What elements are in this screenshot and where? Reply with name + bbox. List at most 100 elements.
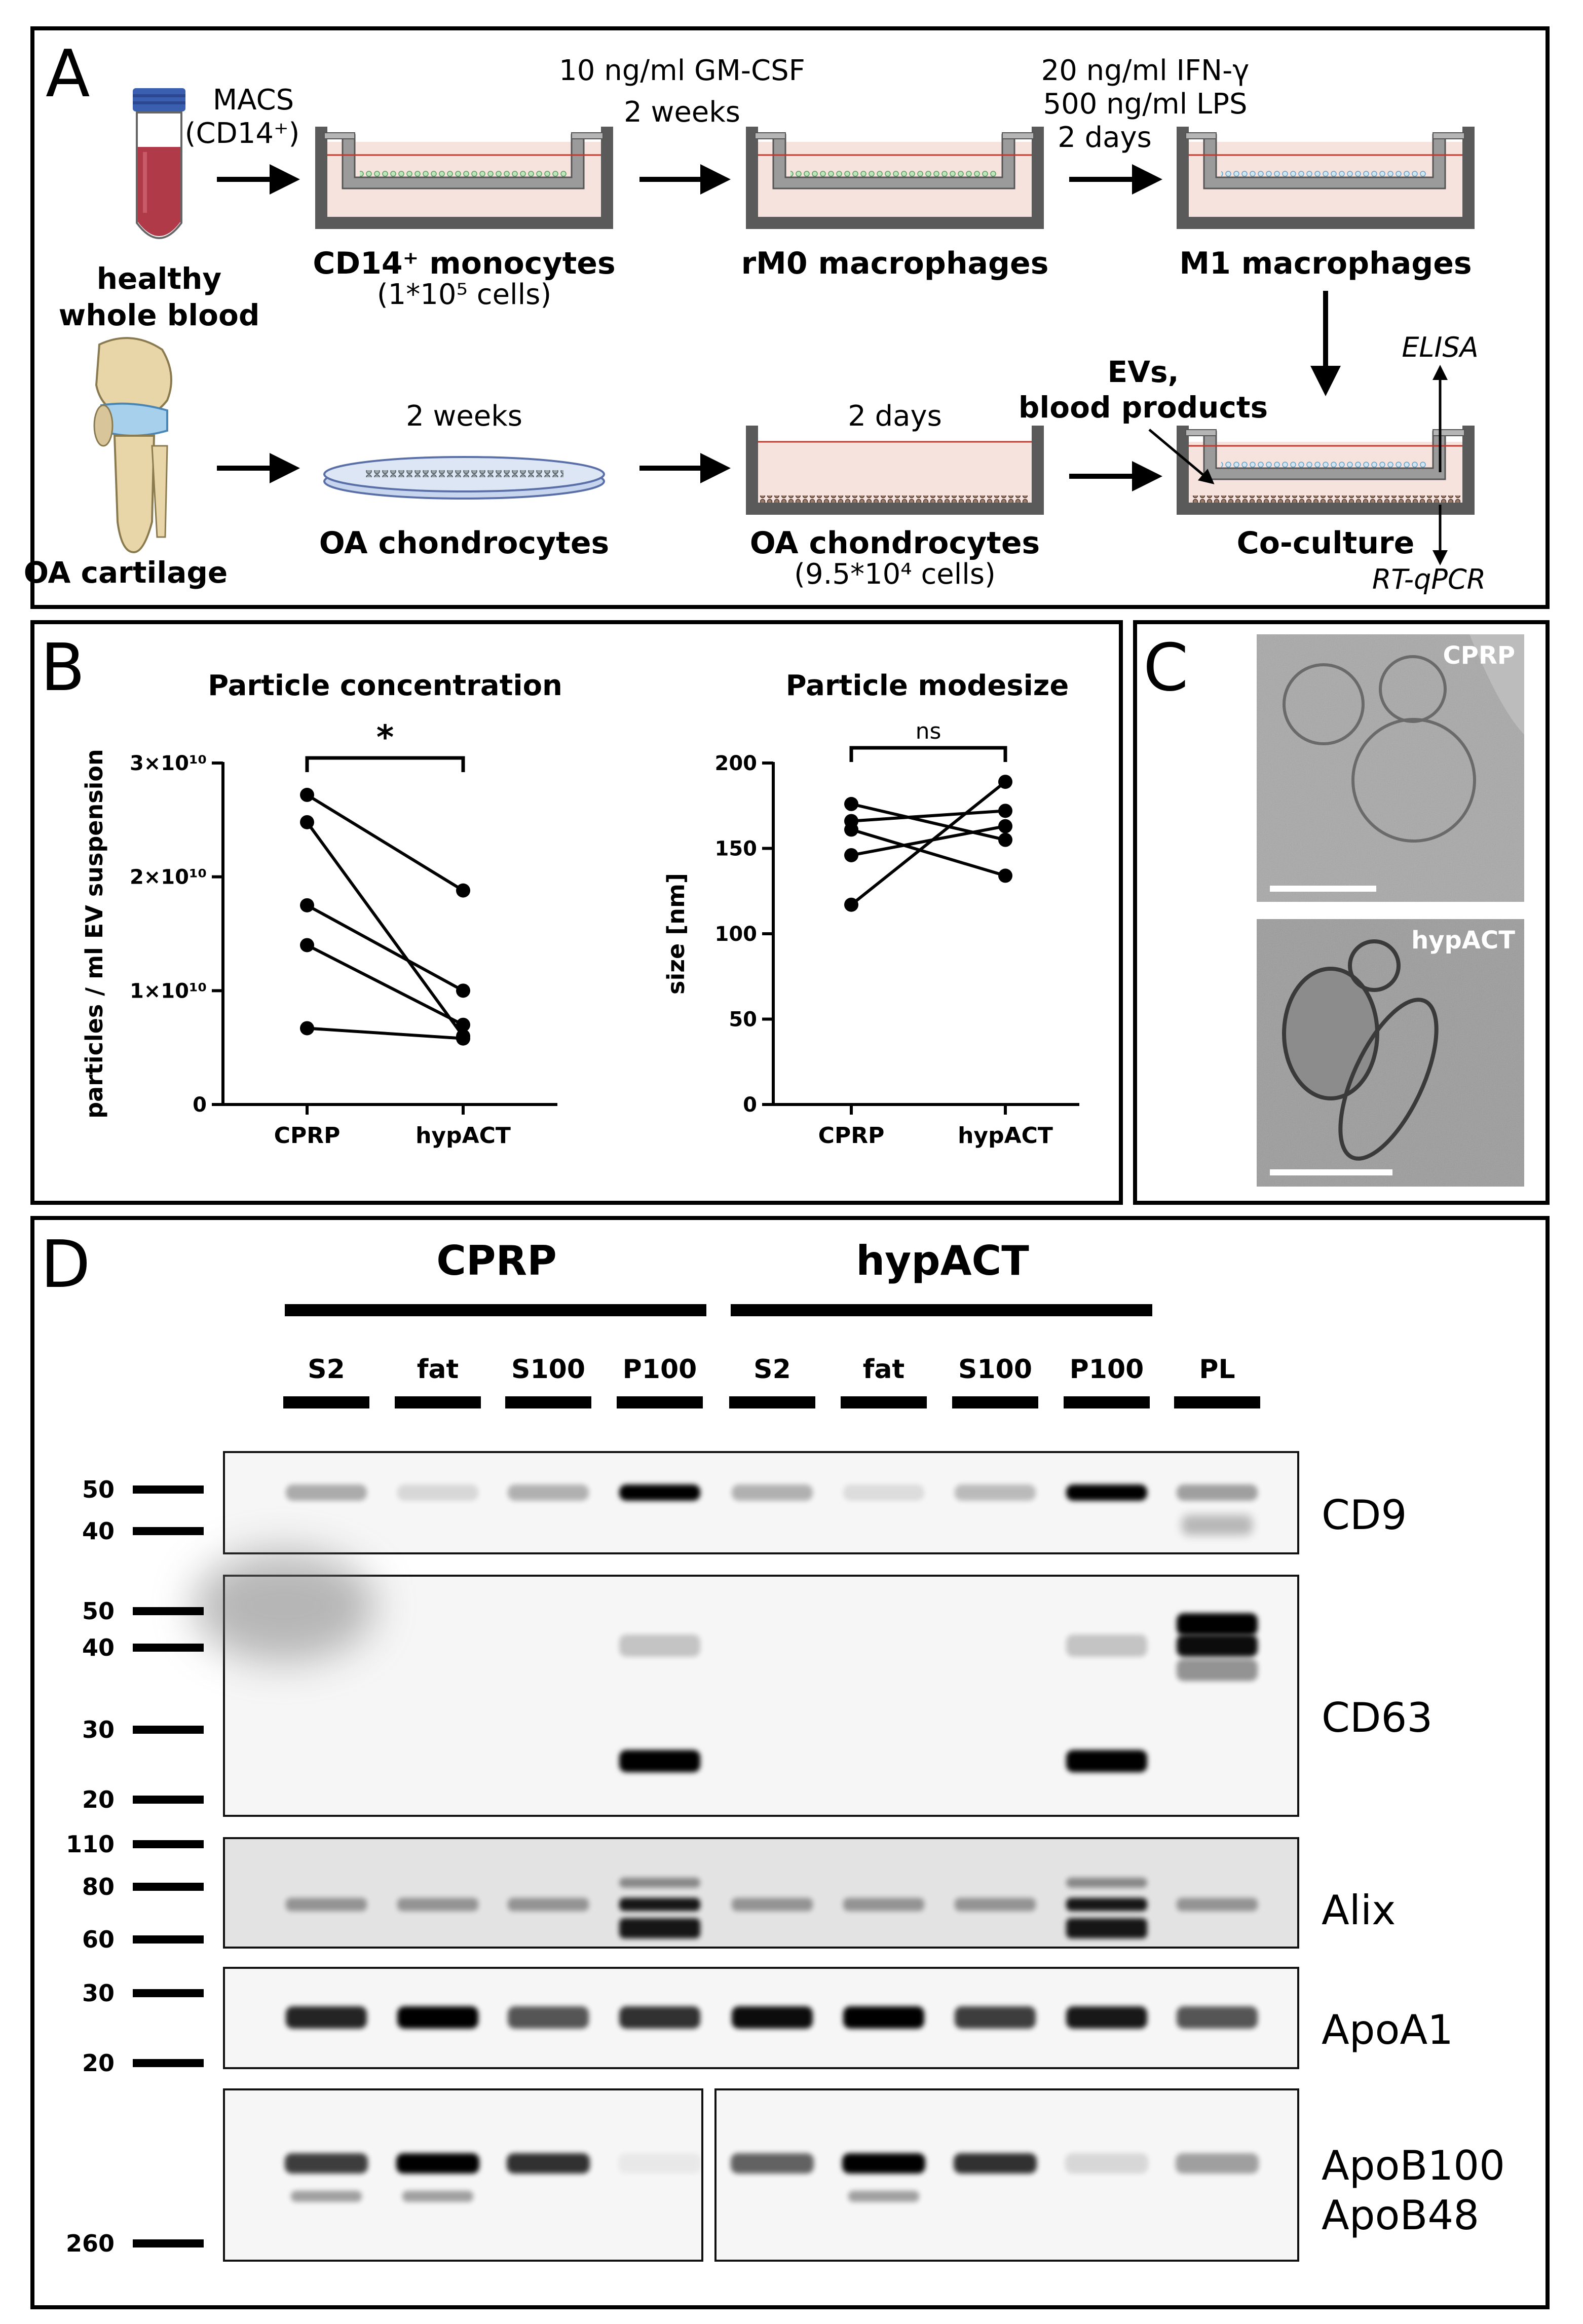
series-line-3 <box>306 904 464 992</box>
band <box>508 1898 589 1911</box>
panel-letter-a: A <box>46 36 90 112</box>
panel-letter-b: B <box>41 630 85 706</box>
band <box>286 1898 367 1911</box>
data-point-4-2 <box>456 1017 470 1032</box>
blood-label-line1: healthy <box>97 261 221 296</box>
marker-tick <box>133 1796 204 1804</box>
band <box>1066 2006 1147 2029</box>
chart-title: Particle concentration <box>208 669 562 702</box>
transwell-coculture-icon <box>1177 426 1475 515</box>
chondro-cells-label: (9.5*10⁴ cells) <box>794 558 996 591</box>
pointer-arrow-icon <box>1148 429 1215 484</box>
marker-tick <box>133 1485 204 1494</box>
data-point-3-1 <box>844 822 858 837</box>
band <box>285 2153 368 2174</box>
chart-particle-modesize: Particle modesize size [nm] 0 50 100 150 200 CP… <box>662 669 1079 1149</box>
y-tick-label: 2×10¹⁰ <box>130 866 207 889</box>
lane-label-fat: fat <box>863 1354 905 1385</box>
group-bar-hypact <box>731 1304 1152 1316</box>
band <box>848 2191 919 2202</box>
band <box>1066 1750 1147 1772</box>
blood-label-line2: whole blood <box>59 298 260 332</box>
lane-label-fat: fat <box>417 1354 459 1385</box>
band <box>1177 1659 1258 1681</box>
data-point-3-2 <box>456 983 470 998</box>
ifn-label: 20 ng/ml IFN-γ <box>1041 54 1250 87</box>
band <box>1177 1634 1258 1657</box>
blot-name: CD63 <box>1322 1694 1433 1741</box>
panel-letter-d: D <box>41 1227 91 1303</box>
lane-bar <box>395 1396 481 1408</box>
group-label-hypact: hypACT <box>856 1237 1029 1284</box>
band <box>843 1484 924 1501</box>
band <box>1177 1613 1258 1635</box>
lane-bar <box>1174 1396 1260 1408</box>
band <box>619 1918 700 1938</box>
significance-label: * <box>376 718 394 757</box>
micrograph-cprp-label: CPRP <box>1443 641 1515 670</box>
monocytes-cells-label: (1*10⁵ cells) <box>377 278 551 311</box>
y-tick-label: 100 <box>715 923 758 946</box>
data-point-4-2 <box>998 819 1012 833</box>
petri-dish-icon <box>323 456 605 500</box>
blot-cd63: 50 40 30 20 CD63 <box>82 1550 1433 1817</box>
macs-sublabel: (CD14⁺) <box>185 117 300 150</box>
band <box>396 2153 479 2174</box>
marker-tick <box>133 2239 204 2247</box>
lane-bar <box>841 1396 927 1408</box>
chart-title: Particle modesize <box>786 669 1069 702</box>
marker-tick <box>133 1607 204 1615</box>
lane-label-p100: P100 <box>1070 1354 1144 1385</box>
blot-name: CD9 <box>1322 1492 1407 1539</box>
lane-label-pl: PL <box>1199 1354 1235 1385</box>
micrograph-hypact-label: hypACT <box>1411 926 1515 955</box>
chondro-time1-label: 2 weeks <box>406 400 522 433</box>
band <box>619 1484 700 1501</box>
evs-label-line1: EVs, <box>1107 355 1179 389</box>
marker-label: 60 <box>82 1926 115 1953</box>
knee-joint-icon <box>93 337 172 554</box>
band <box>1177 1484 1258 1501</box>
band <box>1177 2006 1258 2029</box>
data-point-3-2 <box>998 868 1012 883</box>
data-point-1-1 <box>300 787 314 802</box>
band <box>1066 1484 1147 1501</box>
oa-chondrocytes-label-2: OA chondrocytes <box>750 525 1040 561</box>
lane-bar <box>505 1396 591 1408</box>
series-line-1 <box>851 802 1006 842</box>
band <box>508 1484 589 1501</box>
western-blots: 50 40 CD9 50 40 30 20 CD63 110 80 60 Alix 30 20 ApoA1 2… <box>66 1451 1505 2262</box>
marker-label: 50 <box>82 1597 115 1625</box>
significance-bracket <box>849 746 1007 762</box>
data-point-2-2 <box>998 804 1012 818</box>
series-line-1 <box>306 793 464 892</box>
marker-tick <box>133 1726 204 1734</box>
band <box>1066 1634 1147 1657</box>
data-point-5-2 <box>456 1031 470 1046</box>
data-point-5-1 <box>844 897 858 912</box>
data-point-1-2 <box>998 832 1012 847</box>
marker-tick <box>133 1840 204 1848</box>
data-point-3-1 <box>300 898 314 912</box>
lane-label-s2: S2 <box>753 1354 791 1385</box>
data-point-1-2 <box>456 883 470 898</box>
band <box>1066 1918 1147 1938</box>
blot-membrane <box>223 1451 1299 1554</box>
rm0-label: rM0 macrophages <box>741 246 1049 281</box>
elisa-label: ELISA <box>1402 331 1478 363</box>
blot-name: ApoB100 <box>1322 2142 1505 2189</box>
lane-label-s2: S2 <box>308 1354 345 1385</box>
lane-labels: S2 fat S100 P100 S2 fat S100 P100 PL <box>283 1354 1260 1408</box>
band <box>1176 2153 1259 2174</box>
data-point-5-1 <box>300 1021 314 1036</box>
band <box>507 2153 590 2174</box>
group-bar-cprp <box>285 1304 706 1316</box>
x-tick-label-hypact: hypACT <box>416 1123 511 1149</box>
chondro-time2-label: 2 days <box>848 400 942 433</box>
panel-a: A MACS (CD14⁺) healthy whole blood C <box>24 26 1550 609</box>
marker-label: 110 <box>66 1831 115 1858</box>
y-tick-label: 3×10¹⁰ <box>130 752 207 775</box>
blot-membrane <box>223 1575 1299 1817</box>
y-tick-label: 0 <box>193 1093 207 1117</box>
